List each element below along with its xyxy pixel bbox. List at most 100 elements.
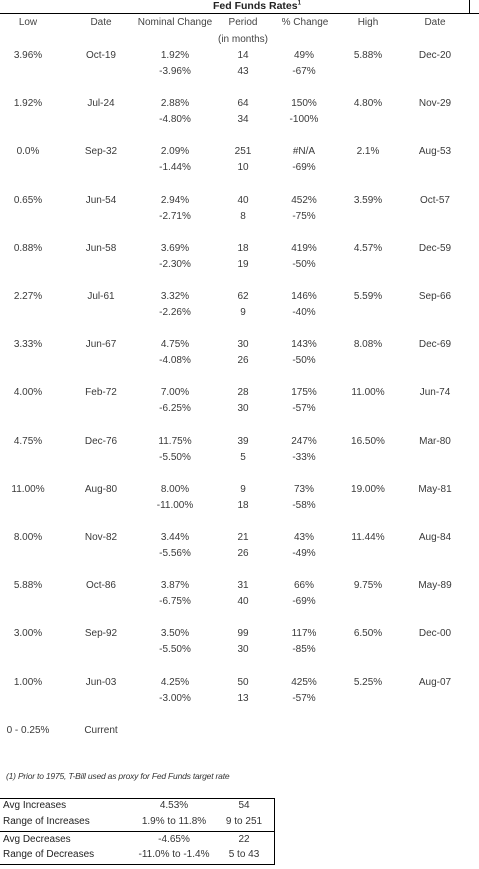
high-date: Jun-74 [419,387,451,398]
period-increase: 28 [237,387,249,398]
period-decrease: 43 [237,66,249,77]
table-row: 3.00% Sep-92 3.50% -5.50% 99 30 117% -85% 6.50% D… [0,628,479,662]
high-date: Dec-00 [418,628,452,639]
nominal-increase: 3.69% [160,243,190,254]
high-date: Aug-53 [418,146,452,157]
low-value: 0.88% [13,243,43,254]
footnote: (1) Prior to 1975, T-Bill used as proxy … [6,771,230,781]
low-value: 0.0% [16,146,40,157]
nominal-increase: 2.94% [160,195,190,206]
table-row: 0.88% Jun-58 3.69% -2.30% 18 19 419% -50% 4.57% D… [0,243,479,277]
table-row: 2.27% Jul-61 3.32% -2.26% 62 9 146% -40% 5.59% Se… [0,291,479,325]
period-increase: 99 [237,628,249,639]
high-value: 5.59% [353,291,383,302]
high-value: 16.50% [351,436,385,447]
nominal-decrease: -4.80% [159,114,191,125]
nominal-increase: 4.75% [160,339,190,350]
high-value: 4.57% [353,243,383,254]
low-value: 3.96% [13,50,43,61]
table-row: 0 - 0.25% Current [0,725,479,759]
low-date: Current [84,725,118,736]
summary-change: -11.0% to -1.4% [138,849,210,860]
pct-increase: 452% [291,195,317,206]
high-date: Nov-29 [418,98,452,109]
high-date: Aug-07 [418,677,452,688]
table-row: 0.0% Sep-32 2.09% -1.44% 251 10 #N/A -69% 2.1% Au… [0,146,479,180]
table-row: 11.00% Aug-80 8.00% -11.00% 9 18 73% -58% 19.00%… [0,484,479,518]
pct-decrease: -33% [292,452,316,463]
nominal-increase: 11.75% [158,436,192,447]
high-date: May-89 [418,580,452,591]
period-increase: 39 [237,436,249,447]
low-date: Jun-54 [85,195,117,206]
low-value: 3.33% [13,339,43,350]
period-decrease: 8 [240,211,246,222]
summary-row: Avg Increases 4.53% 54 [0,800,275,816]
nominal-increase: 3.87% [160,580,190,591]
nominal-decrease: -3.00% [159,693,191,704]
nominal-increase: 4.25% [160,677,190,688]
nominal-increase: 2.88% [160,98,190,109]
pct-decrease: -58% [292,500,316,511]
nominal-decrease: -5.50% [159,644,191,655]
high-value: 3.59% [353,195,383,206]
summary-change: 1.9% to 11.8% [141,816,207,827]
table-row: 3.33% Jun-67 4.75% -4.08% 30 26 143% -50% 8.08% D… [0,339,479,373]
period-decrease: 5 [240,452,246,463]
period-increase: 64 [237,98,249,109]
nominal-decrease: -6.75% [159,596,191,607]
nominal-increase: 3.32% [160,291,190,302]
nominal-decrease: -2.71% [159,211,191,222]
high-value: 2.1% [356,146,380,157]
high-value: 11.00% [351,387,385,398]
table-row: 0.65% Jun-54 2.94% -2.71% 40 8 452% -75% 3.59% Oc… [0,195,479,229]
period-decrease: 19 [237,259,249,270]
pct-increase: 175% [291,387,317,398]
period-increase: 21 [237,532,249,543]
summary-label: Avg Increases [3,800,67,811]
low-value: 2.27% [13,291,43,302]
high-date: Dec-69 [418,339,452,350]
summary-row: Range of Decreases -11.0% to -1.4% 5 to … [0,849,275,865]
high-value: 5.88% [353,50,383,61]
header-top-rule [0,13,479,14]
period-increase: 9 [240,484,246,495]
table-title: Fed Funds Rates1 [192,0,322,12]
table-row: 3.96% Oct-19 1.92% -3.96% 14 43 49% -67% 5.88% De… [0,50,479,84]
period-increase: 40 [237,195,249,206]
table-row: 4.00% Feb-72 7.00% -6.25% 28 30 175% -57% 11.00%… [0,387,479,421]
low-date: Feb-72 [85,387,117,398]
period-decrease: 26 [237,548,249,559]
summary-row: Range of Increases 1.9% to 11.8% 9 to 25… [0,816,275,832]
high-value: 19.00% [351,484,385,495]
high-value: 5.25% [353,677,383,688]
header-low: Low [18,17,38,28]
pct-increase: 143% [291,339,317,350]
nominal-decrease: -11.00% [156,500,194,511]
low-date: Jun-67 [85,339,117,350]
low-date: Sep-92 [84,628,118,639]
nominal-increase: 2.09% [160,146,190,157]
table-row: 8.00% Nov-82 3.44% -5.56% 21 26 43% -49% 11.44% A… [0,532,479,566]
low-date: Nov-82 [84,532,118,543]
pct-increase: 150% [291,98,317,109]
high-value: 6.50% [353,628,383,639]
high-date: Mar-80 [419,436,451,447]
period-increase: 14 [237,50,249,61]
pct-decrease: -69% [292,162,316,173]
summary-period: 54 [238,800,250,811]
nominal-increase: 1.92% [160,50,190,61]
pct-increase: 146% [291,291,317,302]
high-date: Dec-20 [418,50,452,61]
pct-decrease: -69% [292,596,316,607]
table-row: 5.88% Oct-86 3.87% -6.75% 31 40 66% -69% 9.75% Ma… [0,580,479,614]
low-value: 3.00% [13,628,43,639]
summary-period: 22 [238,834,250,845]
low-date: Aug-80 [84,484,118,495]
period-increase: 30 [237,339,249,350]
pct-increase: 419% [291,243,317,254]
nominal-decrease: -6.25% [159,403,191,414]
pct-decrease: -57% [292,693,316,704]
low-value: 1.00% [13,677,43,688]
pct-increase: 43% [293,532,314,543]
